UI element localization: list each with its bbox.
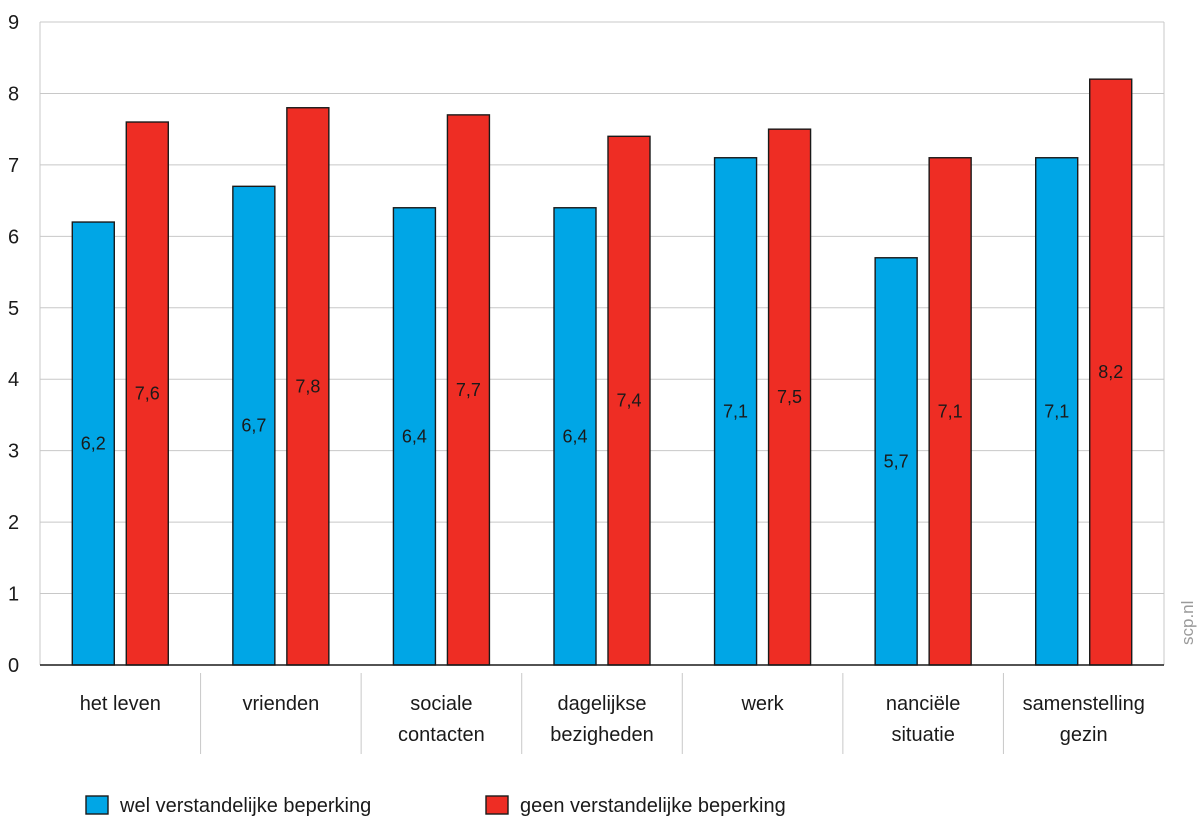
y-tick-label: 8 [8, 83, 19, 105]
legend-swatch [85, 795, 109, 815]
bar-geen [928, 157, 972, 666]
bar-geen [607, 135, 651, 666]
bar-geen [286, 107, 330, 666]
data-label: 6,4 [402, 426, 427, 446]
data-label: 6,4 [562, 426, 587, 446]
bar-wel [232, 185, 276, 666]
category-label: situatie [891, 724, 954, 746]
bar-wel [553, 207, 597, 666]
bar-wel [874, 257, 918, 666]
data-label: 7,4 [616, 391, 641, 411]
data-label: 7,1 [1044, 401, 1069, 421]
y-tick-label: 4 [8, 369, 19, 391]
category-label: het leven [80, 693, 161, 715]
bar-geen [767, 128, 812, 666]
category-label: nanciële [886, 693, 961, 715]
category-label: samenstelling [1023, 693, 1145, 715]
legend-label: wel verstandelijke beperking [119, 795, 371, 817]
y-tick-label: 1 [8, 584, 19, 606]
bar-geen [125, 121, 169, 666]
bar-geen [1089, 78, 1133, 666]
data-label: 7,5 [777, 387, 802, 407]
bar-wel [713, 157, 758, 666]
y-tick-label: 9 [8, 12, 19, 34]
y-tick-label: 3 [8, 441, 19, 463]
y-tick-label: 6 [8, 226, 19, 248]
y-tick-label: 2 [8, 512, 19, 534]
data-label: 7,6 [135, 384, 160, 404]
data-label: 7,8 [295, 376, 320, 396]
gridlines [39, 21, 1165, 665]
data-label: 6,2 [81, 434, 106, 454]
bars: 6,2 7,6 6,7 7,8 6,4 7,7 6,4 7,4 7,1 7,5 5,7 7,1 7,1 8… [71, 78, 1133, 666]
category-label: werk [740, 693, 784, 715]
data-label: 6,7 [241, 416, 266, 436]
bar-geen [446, 114, 491, 666]
y-tick-label: 7 [8, 155, 19, 177]
x-axis-categories: het leven vrienden sociale contacten dagelij… [80, 673, 1145, 754]
data-label: 7,7 [456, 380, 481, 400]
legend: wel verstandelijke beperking geen verstan… [85, 795, 786, 817]
y-tick-label: 5 [8, 298, 19, 320]
y-tick-label: 0 [8, 655, 19, 677]
data-label: 7,1 [938, 401, 963, 421]
category-label: dagelijkse [558, 693, 647, 715]
legend-swatch [485, 795, 509, 815]
category-label: vrienden [242, 693, 319, 715]
bar-wel [71, 221, 115, 666]
legend-label: geen verstandelijke beperking [520, 795, 786, 817]
data-label: 8,2 [1098, 362, 1123, 382]
data-label: 5,7 [884, 451, 909, 471]
data-label: 7,1 [723, 401, 748, 421]
watermark-text: scp.nl [1178, 601, 1197, 645]
category-label: bezigheden [550, 724, 653, 746]
bar-wel [1035, 157, 1079, 666]
category-label: contacten [398, 724, 485, 746]
y-axis-ticks: 0 1 2 3 4 5 6 7 8 9 [8, 12, 19, 677]
category-label: gezin [1060, 724, 1108, 746]
category-label: sociale [410, 693, 472, 715]
bar-wel [392, 207, 437, 666]
